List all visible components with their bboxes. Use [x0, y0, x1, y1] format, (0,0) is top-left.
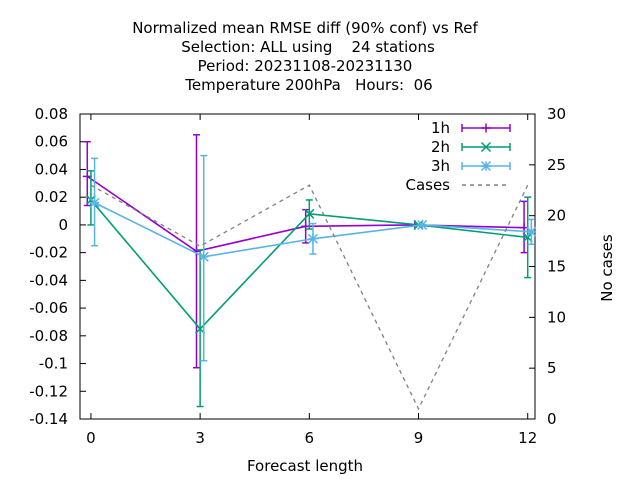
title-line-1: Normalized mean RMSE diff (90% conf) vs … [132, 19, 478, 37]
legend-marker-3h [480, 160, 492, 172]
title-line-3: Period: 20231108-20231130 [198, 57, 413, 75]
data-point-2h [304, 208, 315, 219]
x-tick-label: 12 [518, 429, 537, 447]
data-point-3h [526, 226, 537, 237]
y2-tick-label: 20 [547, 207, 566, 225]
y-tick-label: -0.12 [29, 382, 68, 400]
data-point-3h-stroke [417, 219, 428, 230]
y-tick-label: -0.02 [29, 244, 68, 262]
y2-tick-label: 30 [547, 105, 566, 123]
x-tick-label: 0 [86, 429, 96, 447]
legend-marker-2h [480, 141, 492, 153]
x-tick-label: 9 [414, 429, 424, 447]
legend-label-Cases: Cases [405, 176, 450, 194]
data-point-3h [307, 233, 318, 244]
data-point-3h [417, 219, 428, 230]
title-line-4: Temperature 200hPa Hours: 06 [184, 76, 432, 94]
data-point-2h-stroke [304, 208, 315, 219]
y-tick-label: 0 [58, 216, 68, 234]
y-tick-label: -0.14 [29, 410, 68, 428]
y2-tick-label: 25 [547, 156, 566, 174]
x-tick-label: 3 [195, 429, 205, 447]
y-tick-label: 0.04 [35, 160, 68, 178]
legend-marker-2h-stroke [480, 141, 492, 153]
title-line-2: Selection: ALL using 24 stations [181, 38, 435, 56]
plot-area: 0.08 0.06 0.04 0.02 0 -0.02 -0.04 -0.06 -0.08 -0.… [29, 105, 566, 447]
data-point-3h-stroke [526, 226, 537, 237]
y-tick-label: 0.02 [35, 188, 68, 206]
y2-tick-label: 15 [547, 258, 566, 276]
y-tick-label: -0.04 [29, 271, 68, 289]
y2-tick-label: 10 [547, 308, 566, 326]
series-line-Cases [90, 184, 529, 411]
y-tick-label: 0.06 [35, 133, 68, 151]
data-point-3h [198, 251, 209, 262]
data-point-3h [89, 197, 100, 208]
y2-tick-label: 0 [547, 410, 557, 428]
legend-marker-1h [481, 123, 491, 133]
chart-title: Normalized mean RMSE diff (90% conf) vs … [132, 19, 478, 94]
x-tick-label: 6 [305, 429, 315, 447]
y2-tick-label: 5 [547, 359, 557, 377]
legend-label-1h: 1h [431, 119, 450, 137]
y-tick-label: -0.06 [29, 299, 68, 317]
data-point-3h-stroke [307, 233, 318, 244]
data-point-3h-stroke [198, 251, 209, 262]
y2-axis-label: No cases [598, 234, 616, 302]
legend-label-3h: 3h [431, 157, 450, 175]
y-tick-label: -0.1 [39, 355, 68, 373]
y-tick-label: -0.08 [29, 327, 68, 345]
legend-label-2h: 2h [431, 138, 450, 156]
y-tick-label: 0.08 [35, 105, 68, 123]
x-axis-label: Forecast length [247, 457, 363, 475]
data-point-3h-stroke [89, 197, 100, 208]
error-bar-2h [87, 170, 95, 226]
legend-marker-3h-stroke [480, 160, 492, 172]
